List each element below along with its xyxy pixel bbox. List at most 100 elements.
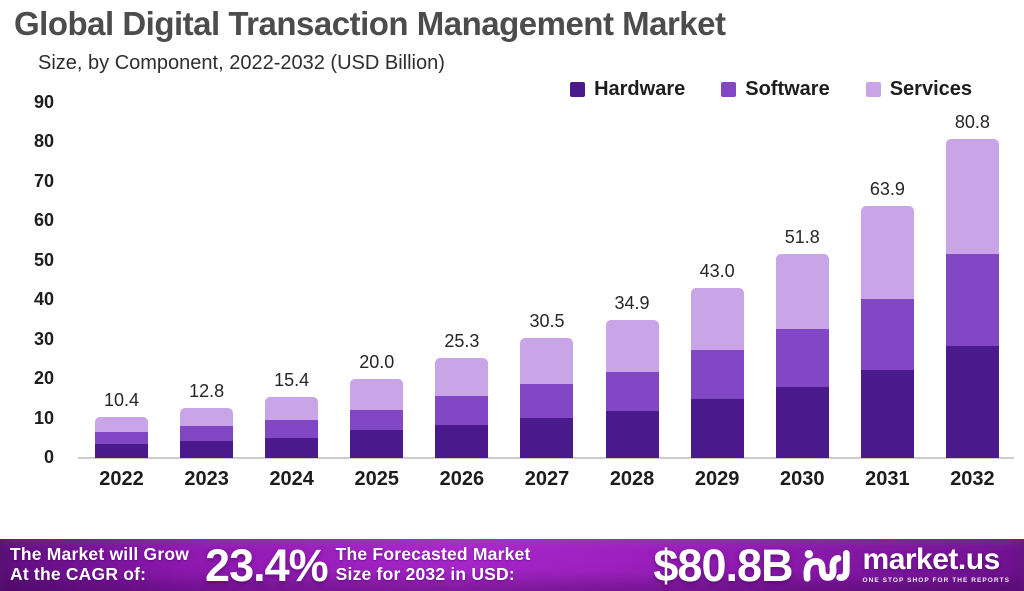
cagr-value: 23.4% bbox=[205, 539, 329, 591]
x-tick-label: 2027 bbox=[524, 468, 570, 490]
bar-total-label: 80.8 bbox=[954, 112, 990, 133]
bar-total-label: 30.5 bbox=[529, 310, 565, 331]
hardware-segment bbox=[350, 430, 404, 458]
legend-label: Software bbox=[745, 78, 830, 100]
bar-stack bbox=[95, 417, 148, 458]
bar-total-label: 10.4 bbox=[103, 390, 140, 411]
software-segment bbox=[95, 432, 148, 445]
hardware-segment bbox=[860, 369, 914, 458]
hardware-segment bbox=[265, 437, 319, 458]
bar-total-label: 63.9 bbox=[869, 178, 905, 199]
bottom-banner: The Market will Grow At the CAGR of: 23.… bbox=[0, 539, 1024, 591]
market-us-logo-icon bbox=[803, 546, 853, 584]
y-tick-label: 80 bbox=[33, 131, 54, 152]
software-segment bbox=[265, 420, 319, 438]
x-tick-label: 2032 bbox=[950, 468, 995, 490]
bar-stack bbox=[945, 139, 999, 458]
software-segment bbox=[945, 253, 999, 347]
forecast-caption: The Forecasted Market Size for 2032 in U… bbox=[335, 544, 531, 585]
y-tick-label: 90 bbox=[33, 92, 54, 112]
legend-label: Hardware bbox=[594, 78, 686, 100]
software-segment bbox=[350, 409, 404, 431]
y-tick-label: 30 bbox=[33, 328, 54, 349]
bar-stack bbox=[690, 288, 744, 458]
forecast-caption-line2: Size for 2032 in USD: bbox=[335, 564, 515, 584]
bar-total-label: 43.0 bbox=[699, 261, 735, 282]
services-segment bbox=[350, 379, 404, 410]
y-tick-label: 20 bbox=[33, 368, 54, 389]
bar-total-label: 34.9 bbox=[614, 293, 650, 314]
services-segment bbox=[605, 320, 659, 373]
brand-group: $80.8B market.us ONE STOP SHOP FOR THE R… bbox=[653, 543, 1014, 588]
brand-tagline: ONE STOP SHOP FOR THE REPORTS bbox=[862, 577, 1010, 585]
x-tick-label: 2029 bbox=[694, 468, 740, 490]
bar-2027: 30.5 bbox=[520, 310, 574, 458]
bar-2024: 15.4 bbox=[265, 370, 319, 458]
brand-name: market.us bbox=[862, 543, 1001, 577]
x-tick-label: 2024 bbox=[269, 468, 314, 490]
hardware-segment bbox=[775, 387, 829, 458]
bar-stack bbox=[775, 253, 829, 458]
services-segment bbox=[775, 253, 829, 329]
services-segment bbox=[265, 397, 319, 421]
legend-item-services: Services bbox=[865, 78, 972, 101]
bar-2029: 43.0 bbox=[690, 261, 744, 458]
legend-label: Services bbox=[889, 78, 972, 100]
y-axis: 0 10 20 30 40 50 60 70 80 90 bbox=[10, 92, 54, 467]
x-axis-labels: 2022 2023 2024 2025 2026 2027 2028 2029 2030 2031… bbox=[78, 468, 1016, 491]
services-segment bbox=[520, 337, 574, 384]
chart-subtitle: Size, by Component, 2022-2032 (USD Billi… bbox=[38, 52, 445, 74]
bar-2022: 10.4 bbox=[95, 390, 148, 458]
bar-2026: 25.3 bbox=[435, 331, 489, 458]
hardware-segment bbox=[690, 399, 744, 458]
services-segment bbox=[690, 288, 744, 351]
x-tick-label: 2030 bbox=[780, 468, 825, 490]
x-tick-label: 2023 bbox=[184, 468, 229, 490]
software-segment bbox=[690, 350, 744, 400]
services-segment bbox=[435, 358, 489, 397]
software-swatch-icon bbox=[721, 82, 737, 97]
cagr-caption-line1: The Market will Grow bbox=[10, 544, 190, 565]
bar-2031: 63.9 bbox=[860, 178, 914, 458]
bar-stack bbox=[860, 205, 914, 458]
bar-total-label: 25.3 bbox=[444, 331, 480, 352]
bar-total-label: 51.8 bbox=[784, 226, 820, 247]
bars: 10.4 12.8 15.4 20.0 25.3 30.5 34.9 43.0 51.8 63.9… bbox=[78, 103, 1016, 458]
bar-total-label: 15.4 bbox=[274, 370, 310, 391]
services-segment bbox=[180, 407, 234, 427]
hardware-segment bbox=[945, 346, 999, 458]
software-segment bbox=[435, 396, 489, 425]
forecast-value: $80.8B bbox=[653, 539, 793, 591]
hardware-segment bbox=[435, 424, 489, 458]
legend: Hardware Software Services bbox=[570, 78, 972, 101]
x-axis-baseline bbox=[78, 457, 1014, 459]
software-segment bbox=[605, 372, 659, 412]
cagr-caption-line2: At the CAGR of: bbox=[10, 564, 147, 584]
bar-2030: 51.8 bbox=[775, 226, 829, 458]
page-title: Global Digital Transaction Management Ma… bbox=[14, 5, 726, 42]
bar-2025: 20.0 bbox=[350, 352, 404, 458]
forecast-caption-line1: The Forecasted Market bbox=[335, 544, 531, 565]
y-tick-label: 60 bbox=[33, 210, 54, 231]
x-tick-label: 2031 bbox=[865, 468, 910, 490]
y-tick-label: 70 bbox=[33, 170, 54, 191]
brand-name-block: market.us ONE STOP SHOP FOR THE REPORTS bbox=[863, 545, 1010, 585]
bar-total-label: 12.8 bbox=[189, 380, 225, 401]
bar-stack bbox=[350, 379, 404, 458]
x-tick-label: 2026 bbox=[439, 468, 485, 490]
y-tick-label: 10 bbox=[33, 407, 54, 428]
x-tick-label: 2022 bbox=[99, 468, 144, 490]
legend-item-hardware: Hardware bbox=[570, 78, 685, 101]
bar-stack bbox=[180, 407, 234, 458]
x-tick-label: 2028 bbox=[609, 468, 655, 490]
x-tick-label: 2025 bbox=[354, 468, 400, 490]
bar-2023: 12.8 bbox=[180, 380, 234, 458]
cagr-caption: The Market will Grow At the CAGR of: bbox=[10, 544, 190, 585]
software-segment bbox=[860, 299, 914, 370]
hardware-segment bbox=[520, 418, 574, 458]
bar-2032: 80.8 bbox=[945, 112, 999, 458]
hardware-segment bbox=[180, 441, 234, 458]
services-segment bbox=[860, 205, 914, 300]
software-segment bbox=[180, 426, 234, 441]
